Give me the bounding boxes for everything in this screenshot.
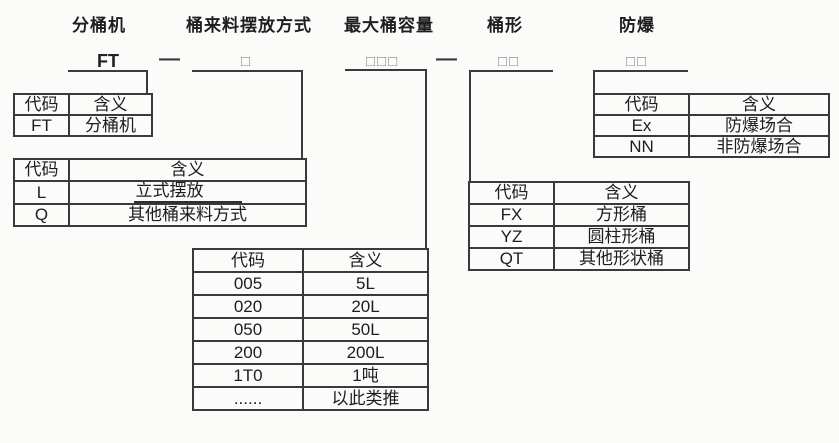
code-column-header: 代码 xyxy=(468,181,555,205)
code-column-header: 代码 xyxy=(13,158,70,182)
underline-capacity-segment xyxy=(345,69,427,71)
table-row: YZ 圆柱形桶 xyxy=(468,225,690,249)
code-cell: L xyxy=(13,180,70,205)
capacity-code-table: 代码 含义 005 5L 020 20L 050 50L 200 200L 1T… xyxy=(192,248,429,411)
meaning-cell: 其他桶来料方式 xyxy=(68,202,307,227)
table-row: 1T0 1吨 xyxy=(192,363,429,388)
meaning-cell: 方形桶 xyxy=(553,203,690,227)
code-cell: Q xyxy=(13,202,70,227)
code-cell: 1T0 xyxy=(192,363,304,388)
meaning-cell: 以此类推 xyxy=(302,386,429,411)
table-header-row: 代码 含义 xyxy=(468,181,690,205)
table-header-row: 代码 含义 xyxy=(593,93,830,116)
code-separator-2: — xyxy=(436,47,457,70)
column-header-explosion: 防爆 xyxy=(619,16,655,35)
code-column-header: 代码 xyxy=(192,248,304,273)
meaning-cell: 立式摆放 xyxy=(68,180,307,205)
table-row: 050 50L xyxy=(192,317,429,342)
code-cell: 200 xyxy=(192,340,304,365)
column-header-capacity: 最大桶容量 xyxy=(344,16,434,35)
table-header-row: 代码 含义 xyxy=(192,248,429,273)
code-cell: 020 xyxy=(192,294,304,319)
table-row: Ex 防爆场合 xyxy=(593,114,830,137)
underline-explosion-segment xyxy=(593,70,688,72)
table-row: 005 5L xyxy=(192,271,429,296)
code-cell: QT xyxy=(468,247,555,271)
meaning-cell: 分桶机 xyxy=(68,114,153,137)
meaning-cell: 50L xyxy=(302,317,429,342)
column-header-placement: 桶来料摆放方式 xyxy=(186,16,312,35)
meaning-cell: 圆柱形桶 xyxy=(553,225,690,249)
meaning-column-header: 含义 xyxy=(68,93,153,116)
explosion-placeholder-boxes: □□ xyxy=(626,53,649,70)
table-row: 020 20L xyxy=(192,294,429,319)
underlined-meaning-text: 立式摆放 xyxy=(133,183,242,202)
meaning-cell: 200L xyxy=(302,340,429,365)
capacity-placeholder-boxes: □□□ xyxy=(366,53,400,70)
underline-machine-segment xyxy=(68,70,148,72)
meaning-column-header: 含义 xyxy=(68,158,307,182)
meaning-cell: 20L xyxy=(302,294,429,319)
connector-explosion xyxy=(593,70,595,95)
code-cell: 050 xyxy=(192,317,304,342)
meaning-cell: 1吨 xyxy=(302,363,429,388)
column-header-shape: 桶形 xyxy=(487,16,523,35)
connector-shape xyxy=(469,70,471,183)
connector-capacity xyxy=(425,69,427,250)
meaning-cell: 防爆场合 xyxy=(688,114,830,137)
code-cell: FT xyxy=(13,114,70,137)
connector-machine xyxy=(146,70,148,95)
explosion-code-table: 代码 含义 Ex 防爆场合 NN 非防爆场合 xyxy=(593,93,830,158)
code-cell: ...... xyxy=(192,386,304,411)
table-row: ...... 以此类推 xyxy=(192,386,429,411)
code-separator-1: — xyxy=(159,47,180,70)
meaning-column-header: 含义 xyxy=(553,181,690,205)
table-row: QT 其他形状桶 xyxy=(468,247,690,271)
table-row: 200 200L xyxy=(192,340,429,365)
table-header-row: 代码 含义 xyxy=(13,158,307,182)
code-cell: Ex xyxy=(593,114,690,137)
code-cell: FX xyxy=(468,203,555,227)
code-column-header: 代码 xyxy=(13,93,70,116)
table-header-row: 代码 含义 xyxy=(13,93,153,116)
code-column-header: 代码 xyxy=(593,93,690,116)
table-row: NN 非防爆场合 xyxy=(593,135,830,158)
code-cell: YZ xyxy=(468,225,555,249)
table-row: FX 方形桶 xyxy=(468,203,690,227)
connector-placement xyxy=(301,70,303,160)
underline-placement-segment xyxy=(192,70,302,72)
table-row: FT 分桶机 xyxy=(13,114,153,137)
meaning-cell: 非防爆场合 xyxy=(688,135,830,158)
table-row: Q 其他桶来料方式 xyxy=(13,202,307,227)
underline-shape-segment xyxy=(469,70,553,72)
meaning-cell: 其他形状桶 xyxy=(553,247,690,271)
meaning-column-header: 含义 xyxy=(688,93,830,116)
shape-placeholder-boxes: □□ xyxy=(498,53,521,70)
shape-code-table: 代码 含义 FX 方形桶 YZ 圆柱形桶 QT 其他形状桶 xyxy=(468,181,690,271)
meaning-cell: 5L xyxy=(302,271,429,296)
table-row: L 立式摆放 xyxy=(13,180,307,205)
code-prefix: FT xyxy=(97,51,119,71)
code-cell: 005 xyxy=(192,271,304,296)
machine-code-table: 代码 含义 FT 分桶机 xyxy=(13,93,153,137)
code-cell: NN xyxy=(593,135,690,158)
meaning-column-header: 含义 xyxy=(302,248,429,273)
column-header-machine: 分桶机 xyxy=(72,16,126,35)
placement-placeholder-boxes: □ xyxy=(241,53,253,70)
placement-code-table: 代码 含义 L 立式摆放 Q 其他桶来料方式 xyxy=(13,158,307,227)
